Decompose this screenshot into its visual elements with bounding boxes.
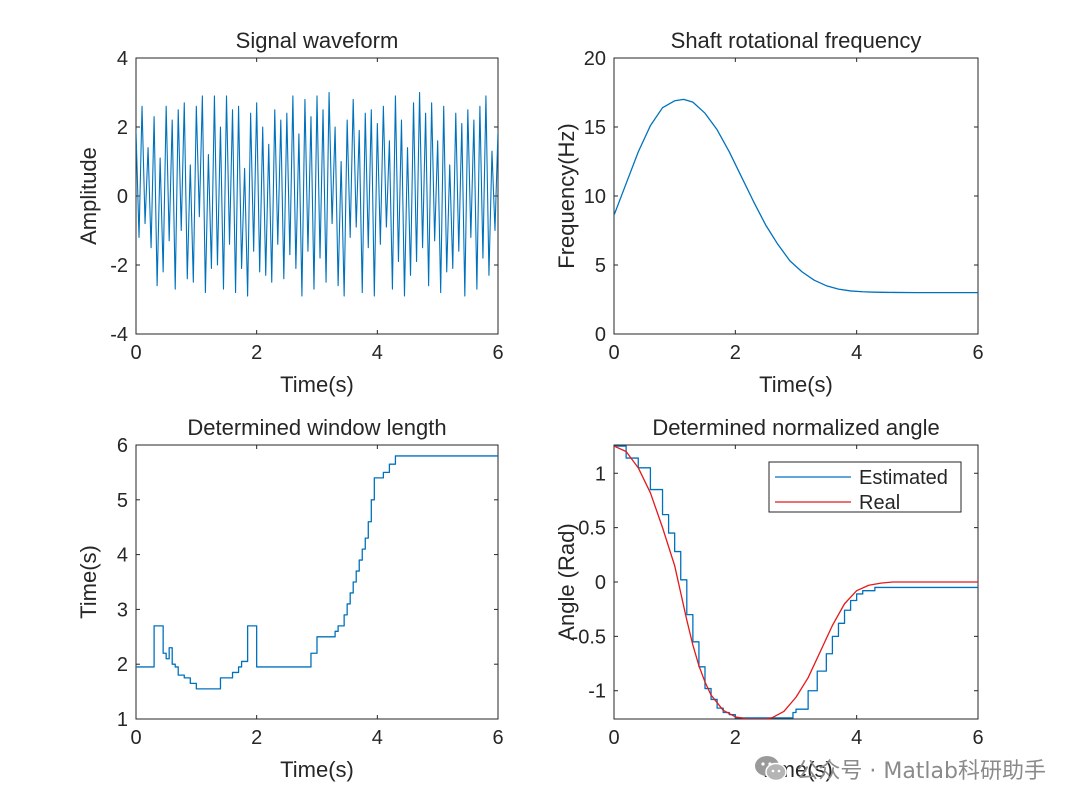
chart-signal-ytick-label-3: 2: [117, 117, 128, 139]
chart-window-series-0-line: [136, 455, 498, 690]
chart-signal-xlabel: Time(s): [280, 372, 354, 397]
chart-angle-ytick-label-0: -1: [588, 681, 606, 703]
chart-signal-xtick-label-1: 2: [251, 342, 262, 364]
chart-angle-xtick-label-2: 4: [851, 727, 862, 749]
axes-signal-waveform: 0 2 4 6 -4 -2 0 2 4 Signal waveform Time(s) Amplitu…: [76, 28, 504, 397]
chart-frequency-ytick-label-4: 20: [584, 48, 606, 70]
chart-window-xlabel: Time(s): [280, 757, 354, 782]
chart-window-xtick-label-3: 6: [492, 727, 503, 749]
chart-angle-ylabel: Angle (Rad): [554, 523, 579, 640]
chart-signal-ytick-label-1: -2: [110, 255, 128, 277]
chart-frequency-ytick-label-1: 5: [595, 255, 606, 277]
axes-window-length: 0 2 4 6 1 2 3 4 5 6 Determined window length Time(s…: [76, 415, 504, 782]
chart-signal-ytick-label-0: -4: [110, 324, 128, 346]
watermark-text: 公众号 · Matlab科研助手: [796, 759, 1046, 784]
chart-frequency-ylabel: Frequency(Hz): [554, 123, 579, 268]
chart-angle-legend-label-1: Real: [859, 492, 900, 514]
chart-signal-xtick-label-0: 0: [130, 342, 141, 364]
chart-frequency-title: Shaft rotational frequency: [671, 28, 922, 53]
chart-angle-title: Determined normalized angle: [652, 415, 939, 440]
wechat-icon: [755, 756, 788, 782]
chart-angle-legend-label-0: Estimated: [859, 467, 948, 489]
chart-frequency-xtick-label-3: 6: [972, 342, 983, 364]
chart-window-ytick-label-4: 5: [117, 490, 128, 512]
chart-window-ylabel: Time(s): [76, 545, 101, 619]
chart-window-ytick-label-2: 3: [117, 599, 128, 621]
chart-frequency-xtick-label-1: 2: [730, 342, 741, 364]
chart-signal-xtick-label-2: 4: [372, 342, 383, 364]
chart-window-ytick-label-3: 4: [117, 545, 128, 567]
chart-frequency-ytick-label-2: 10: [584, 186, 606, 208]
chart-angle-legend-box: [768, 461, 962, 513]
chart-angle-xtick-label-3: 6: [972, 727, 983, 749]
chart-angle-ytick-label-3: 0.5: [578, 518, 606, 540]
chart-signal-series-0-line: [136, 91, 498, 297]
chart-window-xtick-label-0: 0: [130, 727, 141, 749]
chart-signal-ytick-label-4: 4: [117, 48, 128, 70]
chart-angle-ytick-label-1: -0.5: [572, 626, 606, 648]
chart-frequency-xtick-label-0: 0: [608, 342, 619, 364]
chart-angle-xtick-label-0: 0: [608, 727, 619, 749]
chart-window-xtick-label-2: 4: [372, 727, 383, 749]
chart-frequency-axes-box: [613, 57, 979, 335]
chart-window-xtick-label-1: 2: [251, 727, 262, 749]
axes-normalized-angle: 0 2 4 6 -1 -0.5 0 0.5 1 Determined normalized ang…: [554, 415, 984, 782]
chart-window-axes-box: [135, 444, 499, 720]
chart-frequency-series-0-line: [614, 98, 978, 294]
chart-signal-ytick-label-2: 0: [117, 186, 128, 208]
chart-window-ytick-label-5: 6: [117, 435, 128, 457]
chart-window-ytick-label-0: 1: [117, 709, 128, 731]
chart-signal-title: Signal waveform: [236, 28, 399, 53]
chart-signal-ylabel: Amplitude: [76, 147, 101, 245]
chart-angle-series-real-line: [614, 445, 978, 719]
chart-frequency-xlabel: Time(s): [759, 372, 833, 397]
watermark: 公众号 · Matlab科研助手: [754, 753, 1046, 785]
chart-frequency-ytick-label-3: 15: [584, 117, 606, 139]
chart-angle-ytick-label-2: 0: [595, 572, 606, 594]
chart-window-title: Determined window length: [187, 415, 446, 440]
chart-signal-xtick-label-3: 6: [492, 342, 503, 364]
chart-frequency-ytick-label-0: 0: [595, 324, 606, 346]
chart-angle-xtick-label-1: 2: [730, 727, 741, 749]
chart-angle-ytick-label-4: 1: [595, 463, 606, 485]
chart-frequency-xtick-label-2: 4: [851, 342, 862, 364]
chart-window-ytick-label-1: 2: [117, 654, 128, 676]
axes-shaft-frequency: 0 2 4 6 0 5 10 15 20 Shaft rotational frequency Ti…: [554, 28, 984, 397]
